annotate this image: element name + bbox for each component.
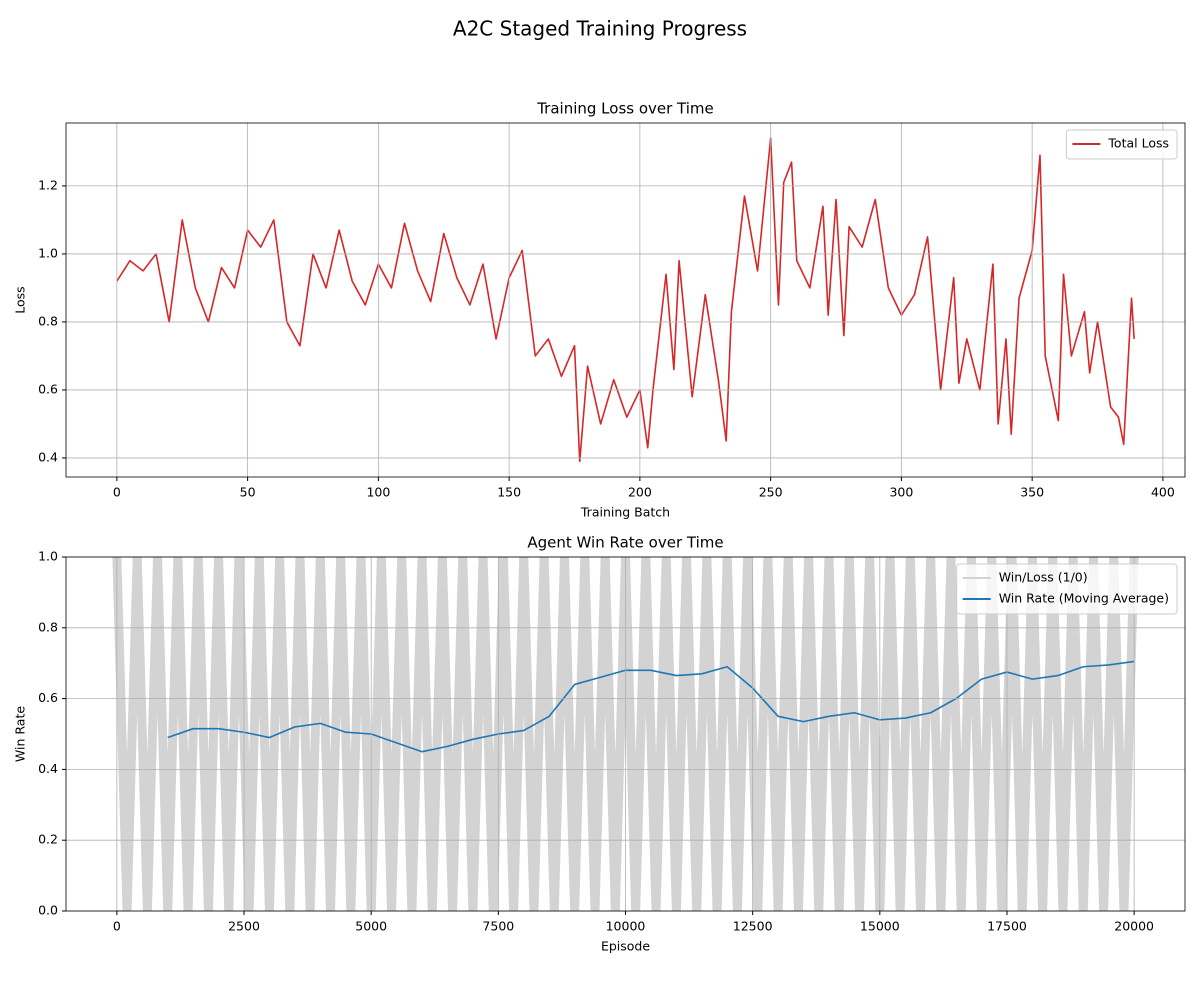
y-tick-label: 0.2 xyxy=(38,832,58,847)
y-tick-label: 1.2 xyxy=(38,177,58,192)
plot-area xyxy=(112,557,1139,911)
y-tick-label: 1.0 xyxy=(38,549,58,564)
figure-title: A2C Staged Training Progress xyxy=(453,17,747,41)
x-tick-label: 150 xyxy=(497,485,521,500)
x-tick-label: 20000 xyxy=(1114,919,1154,934)
legend-label: Win/Loss (1/0) xyxy=(999,570,1088,585)
x-tick-label: 17500 xyxy=(987,919,1027,934)
legend: Win/Loss (1/0) Win Rate (Moving Average) xyxy=(956,563,1178,615)
x-tick-label: 7500 xyxy=(482,919,514,934)
axes-title: Training Loss over Time xyxy=(536,100,714,118)
x-axis-label: Episode xyxy=(601,939,650,954)
x-tick-label: 250 xyxy=(759,485,783,500)
y-tick-label: 0.8 xyxy=(38,313,58,328)
x-tick-label: 200 xyxy=(628,485,652,500)
x-tick-label: 400 xyxy=(1151,485,1175,500)
x-tick-label: 100 xyxy=(366,485,390,500)
x-tick-label: 10000 xyxy=(606,919,646,934)
legend: Total Loss xyxy=(1065,129,1178,160)
x-tick-label: 2500 xyxy=(228,919,260,934)
y-tick-label: 0.4 xyxy=(38,449,58,464)
x-tick-label: 0 xyxy=(113,919,121,934)
x-tick-label: 12500 xyxy=(733,919,773,934)
y-axis-label: Loss xyxy=(13,286,28,313)
series-line xyxy=(116,137,1135,463)
y-tick-label: 1.0 xyxy=(38,245,58,260)
y-tick-label: 0.6 xyxy=(38,381,58,396)
legend-label: Win Rate (Moving Average) xyxy=(999,591,1169,606)
series-line xyxy=(112,557,1139,911)
axes-title: Agent Win Rate over Time xyxy=(527,534,723,552)
axes-frame xyxy=(65,122,1186,478)
legend-box xyxy=(1065,129,1178,160)
y-tick-label: 0.0 xyxy=(38,903,58,918)
plot-area xyxy=(116,137,1135,463)
x-tick-label: 350 xyxy=(1020,485,1044,500)
y-tick-label: 0.6 xyxy=(38,690,58,705)
y-tick-label: 0.4 xyxy=(38,761,58,776)
x-axis-label: Training Batch xyxy=(580,505,670,520)
legend-box xyxy=(956,563,1178,615)
series-line xyxy=(167,660,1135,753)
x-tick-label: 50 xyxy=(240,485,256,500)
x-tick-label: 15000 xyxy=(860,919,900,934)
y-axis-label: Win Rate xyxy=(13,706,28,762)
y-tick-label: 0.8 xyxy=(38,619,58,634)
x-tick-label: 300 xyxy=(889,485,913,500)
axes-frame xyxy=(65,556,1186,912)
legend-label: Total Loss xyxy=(1107,136,1169,151)
x-tick-label: 5000 xyxy=(355,919,387,934)
x-tick-label: 0 xyxy=(113,485,121,500)
